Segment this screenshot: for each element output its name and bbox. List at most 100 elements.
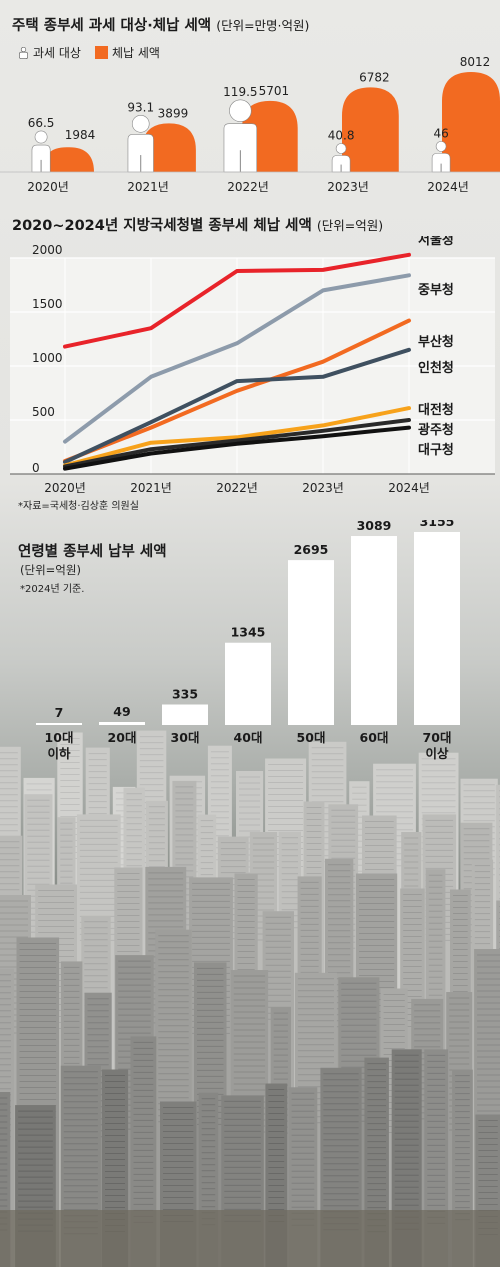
taxpayers-value-label: 40.8 [328, 128, 355, 142]
series-line [63, 318, 411, 463]
age-value-label: 2695 [294, 542, 329, 557]
person-icon [19, 46, 28, 59]
taxpayers-value-label: 46 [433, 126, 448, 140]
age-value-label: 335 [172, 687, 198, 702]
age-category-label: 40대 [234, 730, 263, 745]
section3-unit: (단위=억원) [20, 563, 81, 577]
section2-unit: (단위=억원) [316, 218, 384, 233]
y-tick-label: 2000 [32, 243, 63, 257]
age-bar [414, 532, 460, 725]
person-head [34, 130, 48, 144]
age-category-label: 10대 [45, 730, 74, 745]
taxpayers-value-label: 119.5 [223, 85, 257, 99]
person-body [223, 123, 258, 173]
series-line [63, 347, 411, 465]
arrears-value-label: 3899 [158, 106, 189, 120]
year-label: 2020년 [27, 180, 69, 194]
x-tick-label: 2023년 [302, 481, 344, 495]
person-head [435, 141, 447, 152]
section3-note: *2024년 기준. [20, 584, 85, 595]
age-bar [351, 536, 397, 725]
line-chart: 0 500 1000 1500 2000 2020년 2021년 2022년 2023년 2024… [10, 236, 495, 495]
series-label: 부산청 [418, 334, 454, 350]
age-category-label: 60대 [360, 730, 389, 745]
age-value-label: 49 [113, 704, 130, 719]
age-bar [225, 642, 271, 725]
y-tick-label: 1500 [32, 297, 63, 311]
age-bar [36, 723, 82, 725]
arrears-bar [442, 72, 500, 172]
series-line [63, 418, 411, 469]
section2-title: 2020~2024년 지방국세청별 종부세 체납 세액 (단위=억원) [12, 214, 383, 235]
series-label: 대구청 [418, 442, 454, 458]
person-head [131, 115, 150, 133]
section1-title-text: 주택 종부세 과세 대상·체납 세액 [12, 18, 212, 34]
age-value-label: 3089 [357, 520, 392, 533]
series-label: 광주청 [418, 422, 454, 438]
section1-chart: 66.5 1984 2020년 93.1 3899 2021년 119.5 5701 2022년… [0, 55, 500, 194]
section-regional-line-chart: 2020~2024년 지방국세청별 종부세 체납 세액 (단위=억원) 0 500… [0, 200, 500, 520]
section1-unit: (단위=만명·억원) [216, 18, 310, 33]
age-bar [99, 722, 145, 725]
arrears-value-label: 5701 [259, 84, 290, 98]
person-body [331, 155, 351, 173]
series-line [63, 425, 411, 471]
age-category-label: 20대 [108, 730, 137, 745]
person-head [229, 99, 252, 122]
series-line [63, 406, 411, 468]
section3-title: 연령별 종부세 납부 세액 [18, 544, 167, 560]
section1-title: 주택 종부세 과세 대상·체납 세액 (단위=만명·억원) [12, 14, 309, 35]
taxpayers-value-label: 93.1 [127, 100, 154, 114]
x-tick-label: 2024년 [388, 481, 430, 495]
apartment-building [0, 1092, 11, 1267]
age-bar [162, 704, 208, 725]
y-tick-label: 1000 [32, 351, 63, 365]
age-category-label: 70대 [423, 730, 452, 745]
section1-legend: 과세 대상 체납 세액 [18, 44, 160, 61]
section2-title-text: 2020~2024년 지방국세청별 종부세 체납 세액 [12, 218, 312, 234]
arrears-bar [142, 123, 196, 172]
age-category-label: 30대 [171, 730, 200, 745]
taxpayers-value-label: 66.5 [28, 116, 55, 130]
hill-foreground [0, 1210, 500, 1267]
series-line [63, 273, 411, 444]
arrears-bar [342, 87, 399, 172]
series-line [63, 252, 411, 349]
arrears-value-label: 1984 [65, 128, 96, 142]
y-tick-label: 500 [32, 405, 55, 419]
source-note: *자료=국세청·김상훈 의원실 [18, 501, 139, 512]
age-category-label: 50대 [297, 730, 326, 745]
age-category-label: 이하 [47, 746, 71, 761]
series-label: 대전청 [418, 402, 454, 418]
legend-arrears-label: 체납 세액 [111, 46, 160, 60]
year-label: 2022년 [227, 180, 269, 194]
person-body [31, 144, 51, 173]
legend-taxpayers-label: 과세 대상 [33, 46, 81, 60]
age-category-label: 이상 [425, 746, 449, 761]
series-label: 서울청 [418, 236, 454, 248]
year-label: 2021년 [127, 180, 169, 194]
arrears-value-label: 6782 [359, 70, 390, 84]
x-tick-label: 2021년 [130, 481, 172, 495]
arrears-value-label: 8012 [460, 55, 491, 69]
age-value-label: 1345 [231, 625, 266, 640]
section-age-bar-chart: 연령별 종부세 납부 세액 (단위=억원) *2024년 기준. 7 10대 이하 4… [0, 520, 500, 780]
x-tick-label: 2022년 [216, 481, 258, 495]
year-label: 2024년 [427, 180, 469, 194]
arrears-bar [42, 147, 94, 172]
x-tick-label: 2020년 [44, 481, 86, 495]
age-value-label: 7 [55, 705, 64, 720]
section-taxpayers-arrears: 주택 종부세 과세 대상·체납 세액 (단위=만명·억원) 과세 대상 체납 세… [0, 0, 500, 200]
person-body [127, 134, 154, 173]
age-bar [288, 560, 334, 725]
series-label: 중부청 [418, 282, 454, 298]
series-label: 인천청 [418, 360, 454, 376]
age-value-label: 3155 [420, 520, 455, 529]
person-head [335, 143, 347, 154]
y-tick-label: 0 [32, 461, 40, 475]
year-label: 2023년 [327, 180, 369, 194]
person-body [431, 153, 451, 173]
legend-arrears-swatch [94, 46, 108, 59]
